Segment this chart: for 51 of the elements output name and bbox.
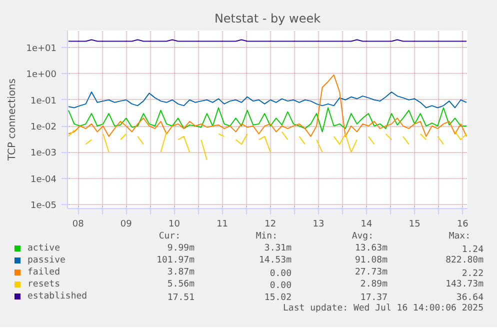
text: Max: xyxy=(448,232,471,242)
text: Last update: Wed Jul 16 14:00:06 2025 xyxy=(283,304,484,314)
text: 143.73m xyxy=(446,280,484,290)
x-tick-label: 08 xyxy=(72,220,84,230)
legend-label: resets xyxy=(28,280,60,290)
text: 14.53m xyxy=(258,256,292,266)
text: 3.87m xyxy=(167,268,194,278)
chart-title: Netstat - by week xyxy=(214,12,321,26)
text: 5.56m xyxy=(167,280,194,290)
text: Min: xyxy=(256,232,278,242)
legend-label: active xyxy=(28,244,60,254)
text: 1.24 xyxy=(462,245,484,255)
text: 3.31m xyxy=(264,244,292,254)
text: 17.51 xyxy=(167,293,194,303)
text: 91.08m xyxy=(354,256,388,266)
y-tick-label: 1e-04 xyxy=(30,174,57,185)
x-tick-label: 15 xyxy=(408,220,420,230)
text: 13.63m xyxy=(354,244,388,254)
legend-label: passive xyxy=(28,256,66,266)
line-series xyxy=(68,74,468,137)
text: 17.37 xyxy=(360,293,388,303)
x-tick-label: 14 xyxy=(360,220,373,230)
x-tick-label: 12 xyxy=(264,220,276,230)
text: 36.64 xyxy=(456,293,484,303)
y-tick-label: 1e+01 xyxy=(26,44,57,54)
x-tick-label: 11 xyxy=(216,220,228,230)
line-series xyxy=(68,107,468,132)
y-tick-label: 1e-01 xyxy=(30,96,57,106)
y-tick-label: 1e-03 xyxy=(30,148,57,159)
x-tick-label: 16 xyxy=(456,220,469,230)
line-series xyxy=(68,92,468,108)
y-axis-title: TCP connections xyxy=(7,78,18,162)
text: 0.00 xyxy=(270,281,292,291)
y-tick-label: 1e-02 xyxy=(30,122,57,133)
text: Cur: xyxy=(158,232,181,242)
x-tick-label: 13 xyxy=(312,220,324,230)
legend-label: established xyxy=(28,292,88,302)
text: 27.73m xyxy=(354,268,388,278)
y-tick-label: 1e-05 xyxy=(30,200,57,211)
text: 2.89m xyxy=(360,280,388,290)
x-tick-label: 09 xyxy=(120,220,132,230)
x-tick-label: 10 xyxy=(168,220,180,230)
text: 822.80m xyxy=(446,256,484,266)
y-tick-label: 1e+00 xyxy=(26,70,57,80)
text: 101.97m xyxy=(156,256,195,266)
text: 15.02 xyxy=(264,293,292,303)
text: 2.22 xyxy=(462,269,484,279)
legend-label: failed xyxy=(28,268,60,278)
text: Avg: xyxy=(352,232,374,242)
text: 9.99m xyxy=(167,244,194,254)
text: 0.00 xyxy=(270,269,292,279)
